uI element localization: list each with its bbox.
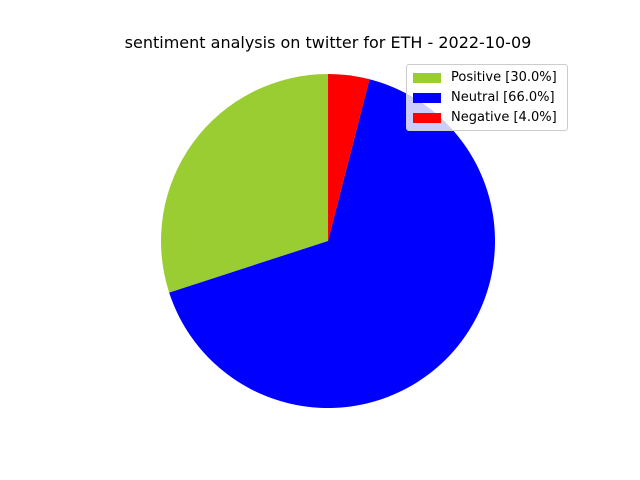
- pie-slice-positive: [161, 74, 328, 293]
- legend-entry-negative: Negative [4.0%]: [413, 108, 567, 128]
- pie-slice-negative: [328, 74, 370, 241]
- legend-swatch-neutral: [413, 93, 441, 103]
- chart-title: sentiment analysis on twitter for ETH - …: [124, 33, 532, 52]
- legend-swatch-positive: [413, 73, 441, 83]
- legend-swatch-negative: [413, 113, 441, 123]
- legend-entry-positive: Positive [30.0%]: [413, 68, 567, 88]
- legend-label-positive: Positive [30.0%]: [451, 70, 557, 85]
- pie-slice-neutral: [169, 79, 495, 408]
- legend-label-neutral: Neutral [66.0%]: [451, 90, 555, 105]
- legend-entry-neutral: Neutral [66.0%]: [413, 88, 567, 108]
- legend: Positive [30.0%] Neutral [66.0%] Negativ…: [406, 64, 568, 131]
- legend-label-negative: Negative [4.0%]: [451, 110, 557, 125]
- pie-slices: [161, 74, 495, 408]
